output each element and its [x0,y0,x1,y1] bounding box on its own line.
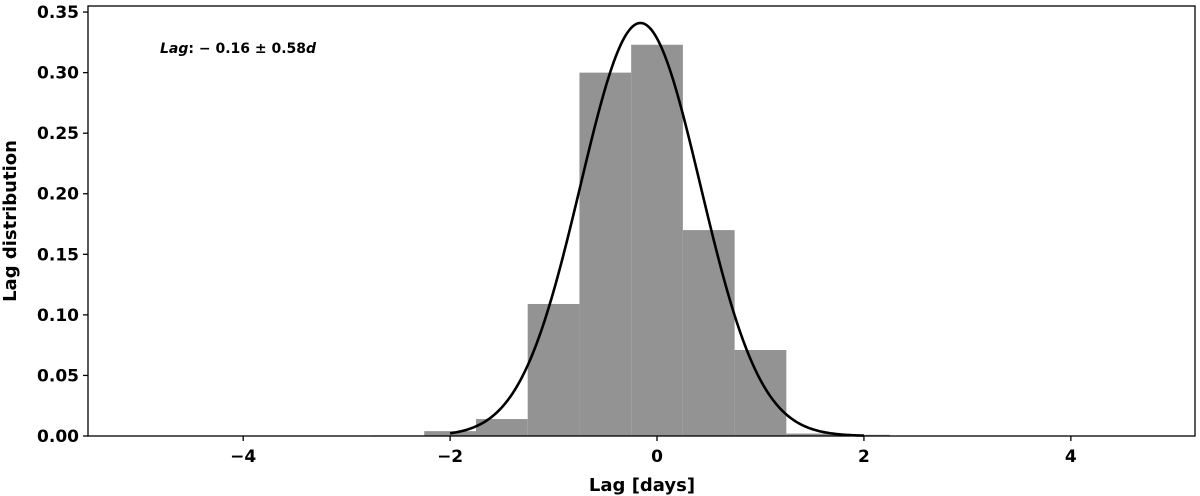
histogram-bar-7 [734,350,787,436]
histogram-bar-5 [631,44,683,436]
y-tick-label: 0.15 [37,245,79,265]
plot-frame [87,5,1196,437]
y-tick-label: 0.00 [37,427,79,447]
histogram-bar-3 [527,303,580,436]
lag-annotation: Lag: − 0.16 ± 0.58d [160,41,317,57]
histogram-bar-4 [579,72,632,437]
y-tick-label: 0.25 [37,124,79,144]
y-axis-label: Lag distribution [0,140,21,302]
y-axis-ticks: 0.00 0.05 0.10 0.15 0.20 0.25 0.30 0.35 [37,3,88,447]
histogram-bar-1 [424,431,476,436]
x-axis-label: Lag [days] [589,475,695,496]
histogram-bar-8 [786,433,839,436]
y-tick-label: 0.30 [37,64,79,84]
y-tick-label: 0.10 [37,306,79,326]
lag-annotation-prefix: Lag [160,41,188,57]
x-tick-label: −2 [437,447,463,467]
y-tick-label: 0.20 [37,185,79,205]
histogram-bar-2 [475,419,528,436]
y-tick-label: 0.05 [37,366,79,386]
x-tick-label: 4 [1065,447,1077,467]
x-axis-ticks: −4 −2 0 2 4 [230,436,1077,467]
x-tick-label: 2 [858,447,870,467]
x-tick-label: −4 [230,447,256,467]
histogram-bar-6 [682,230,735,436]
lag-annotation-unit: d [306,41,317,57]
gaussian-fit-curve [449,21,864,437]
histogram-bars [372,44,890,437]
y-tick-label: 0.35 [37,3,79,23]
lag-annotation-value: : − 0.16 ± 0.58 [188,41,306,57]
x-tick-label: 0 [651,447,663,467]
